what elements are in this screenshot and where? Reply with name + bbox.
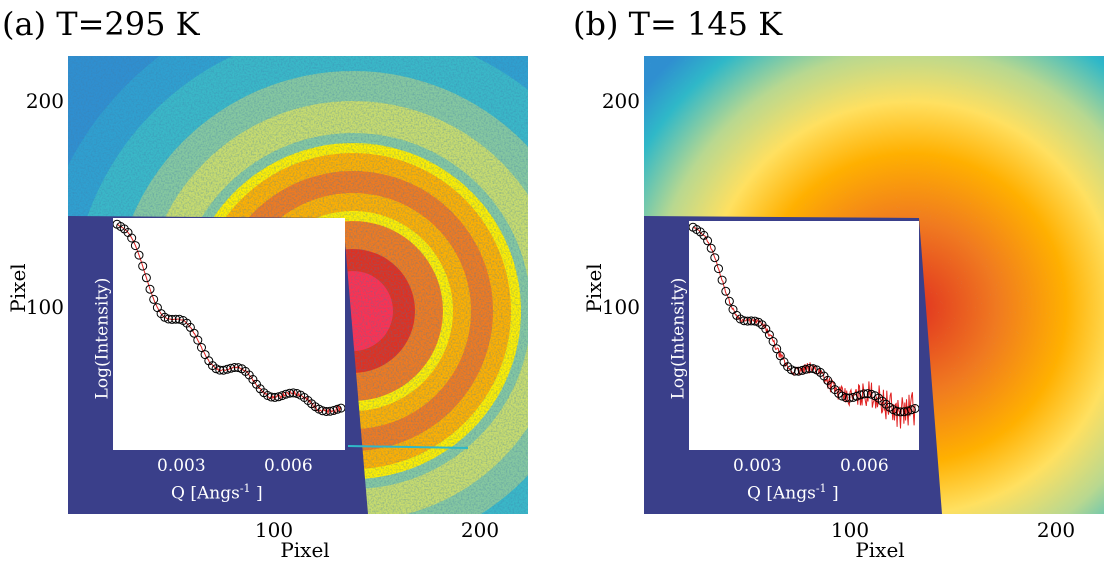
inset-data-point [721, 286, 731, 296]
inset-data-point [703, 236, 713, 246]
inset-data-point [910, 404, 919, 413]
inset-data-point [743, 316, 753, 326]
inset-data-point [746, 316, 756, 326]
inset-data-point [332, 404, 342, 414]
inset-data-point [215, 365, 225, 375]
panel-b-ytick-100: 100 [601, 295, 640, 319]
inset-data-point [171, 314, 181, 324]
inset-data-point [750, 316, 760, 326]
panel-a-xtick-100: 100 [254, 518, 294, 542]
inset-data-point [768, 337, 778, 346]
panel-a-ytick-100: 100 [25, 295, 64, 319]
panel-a-inset-plot [113, 218, 345, 450]
inset-data-point [764, 330, 774, 340]
inset-data-point [138, 261, 148, 271]
inset-data-point [706, 243, 716, 253]
inset-data-point [859, 389, 869, 399]
inset-data-point [336, 403, 345, 413]
inset-data-point [233, 363, 243, 373]
panel-a-xlabel: Pixel [280, 538, 330, 562]
inset-data-point [167, 314, 177, 324]
inset-data-point [197, 343, 206, 352]
inset-data-point [321, 407, 331, 416]
inset-data-point [130, 241, 140, 251]
inset-data-point [149, 294, 159, 304]
inset-data-point [808, 364, 818, 374]
inset-data-point [855, 390, 865, 400]
inset-data-point [805, 364, 814, 373]
inset-data-points [689, 222, 919, 417]
panel-b-ytick-200: 200 [601, 89, 640, 113]
inset-data-points [113, 219, 345, 416]
inset-data-point [724, 296, 734, 306]
panel-b-title: (b) T= 145 K [573, 5, 783, 43]
inset-data-point [739, 316, 749, 326]
inset-data-point [163, 314, 173, 324]
inset-data-point [892, 406, 902, 416]
inset-data-point [193, 335, 203, 345]
inset-data-point [318, 406, 328, 416]
panel-b-inset-xtick-1: 0.003 [733, 456, 782, 476]
panel-a-inset-xlabel: Q [Angs-1 ] [171, 482, 263, 504]
panel-a-inset-ylabel: Log(Intensity) [92, 277, 113, 400]
panel-a-ylabel: Pixel [6, 263, 30, 313]
panel-b-inset-xlabel: Q [Angs-1 ] [747, 482, 839, 504]
panel-b-inset-ylabel: Log(Intensity) [668, 277, 689, 400]
panel-a-xtick-200: 200 [460, 518, 500, 542]
inset-data-point [790, 366, 800, 376]
inset-data-point [189, 328, 199, 338]
inset-data-point [141, 273, 151, 283]
inset-data-point [134, 250, 144, 260]
inset-data-point [285, 388, 295, 398]
panel-a-title: (a) T=295 K [2, 5, 200, 43]
inset-data-point [226, 363, 236, 373]
panel-b-xtick-100: 100 [830, 518, 870, 542]
panel-b-ylabel: Pixel [582, 263, 606, 313]
panel-b-xtick-200: 200 [1036, 518, 1076, 542]
inset-data-point [714, 264, 723, 274]
inset-data-point [710, 253, 720, 263]
inset-data-point [772, 344, 782, 354]
inset-data-point [145, 284, 155, 294]
inset-data-point [801, 364, 811, 374]
panel-b-inset-xtick-2: 0.006 [840, 456, 889, 476]
inset-data-point [174, 314, 184, 324]
panel-a-inset-xtick-2: 0.006 [264, 456, 313, 476]
panel-b-xlabel: Pixel [855, 538, 905, 562]
inset-data-point [127, 233, 137, 243]
panel-a-ytick-200: 200 [25, 89, 64, 113]
panel-a-inset-xtick-1: 0.003 [157, 456, 206, 476]
inset-data-point [266, 392, 276, 402]
inset-data-point [841, 393, 851, 403]
inset-data-point [895, 407, 905, 417]
panel-b-inset-plot [689, 221, 919, 450]
inset-data-point [717, 275, 727, 285]
